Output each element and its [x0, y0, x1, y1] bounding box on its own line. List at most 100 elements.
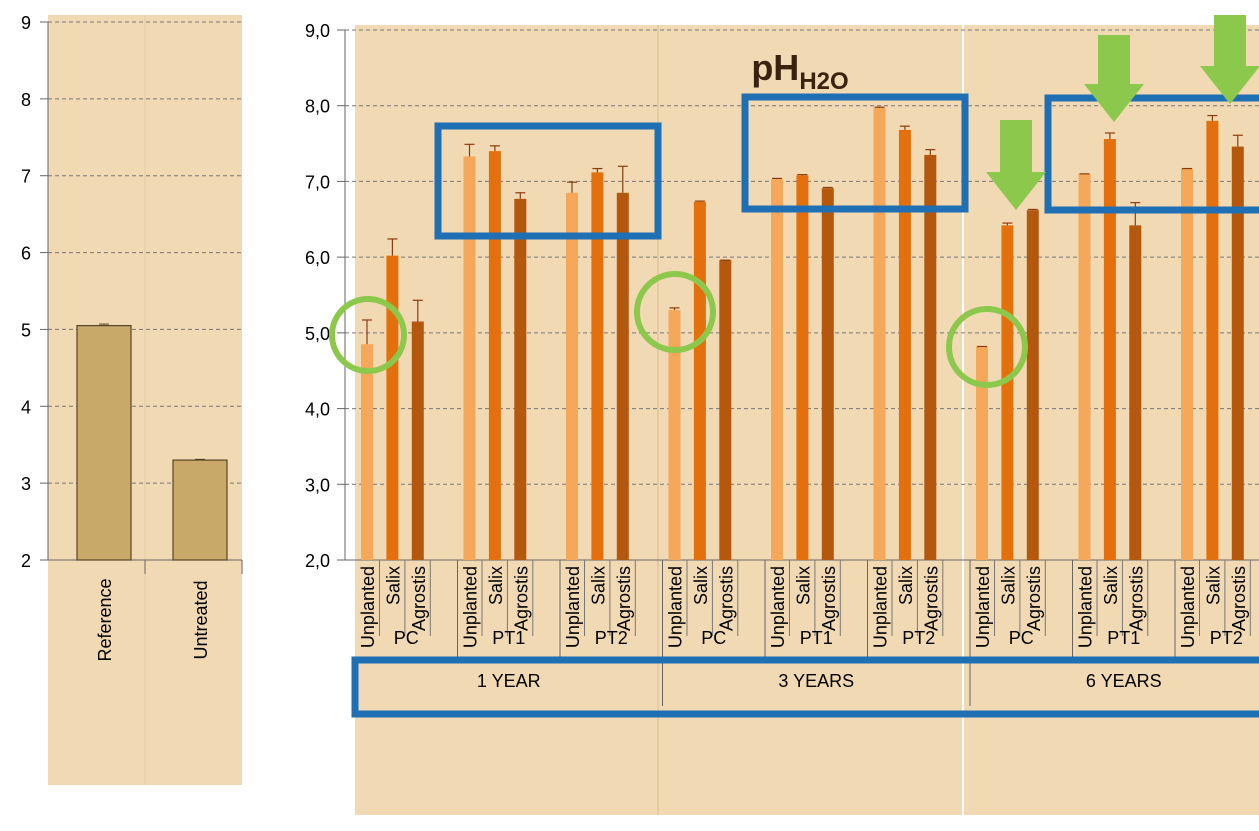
subgroup-label: PT1 [1107, 628, 1140, 648]
chart-title: pHH2O [751, 47, 848, 95]
bar-label: Salix [486, 566, 506, 605]
bar-label: Salix [1203, 566, 1223, 605]
bar [1231, 146, 1244, 560]
bar [1026, 210, 1039, 560]
bar-label: Salix [588, 566, 608, 605]
y-tick-label: 5 [21, 320, 31, 340]
bar-label: Agrostis [1229, 566, 1249, 631]
bar-label: Salix [691, 566, 711, 605]
y-tick-label: 2 [21, 551, 31, 571]
bar-label: Unplanted [871, 566, 891, 648]
subgroup-label: PT2 [595, 628, 628, 648]
bar-label: Unplanted [666, 566, 686, 648]
highlight-box [741, 93, 969, 213]
bar [1206, 120, 1219, 560]
bar-label: Agrostis [921, 566, 941, 631]
bar [924, 154, 937, 560]
chart-title-subscript: H2O [799, 68, 848, 95]
category-label: Untreated [191, 580, 211, 659]
y-tick-label: 6 [21, 244, 31, 264]
down-arrow [1084, 35, 1144, 122]
bar-label: Agrostis [511, 566, 531, 631]
bar-label: Salix [998, 566, 1018, 605]
bar-label: Agrostis [409, 566, 429, 631]
y-tick-label: 9 [21, 13, 31, 33]
group-label: 3 YEARS [778, 671, 854, 691]
y-tick-label: 4,0 [305, 400, 330, 420]
bar-label: Salix [793, 566, 813, 605]
group-label: 6 YEARS [1086, 671, 1162, 691]
bar [873, 107, 886, 560]
bar-label: Agrostis [1126, 566, 1146, 631]
category-label: Reference [95, 578, 115, 661]
bar-label: Unplanted [1178, 566, 1198, 648]
y-tick-label: 6,0 [305, 248, 330, 268]
chart-title-main: pH [751, 47, 799, 88]
bar [719, 260, 732, 560]
subgroup-label: PT1 [800, 628, 833, 648]
bar-label: Unplanted [973, 566, 993, 648]
bar-label: Salix [383, 566, 403, 605]
bar-label: Agrostis [1024, 566, 1044, 631]
bar [488, 151, 501, 560]
bar-label: Agrostis [716, 566, 736, 631]
highlight-box [1044, 94, 1259, 214]
bar-label: Agrostis [614, 566, 634, 631]
y-tick-label: 3,0 [305, 475, 330, 495]
highlight-box [434, 122, 662, 240]
subgroup-label: PC [1009, 628, 1034, 648]
bar-label: Agrostis [819, 566, 839, 631]
bar [771, 179, 783, 560]
subgroup-label: PC [394, 628, 419, 648]
bar-label: Unplanted [768, 566, 788, 648]
bar-label: Salix [896, 566, 916, 605]
bar [566, 192, 578, 561]
y-tick-label: 8,0 [305, 97, 330, 117]
highlight-box [351, 656, 1259, 718]
subgroup-label: PT1 [492, 628, 525, 648]
group-label: 1 YEAR [477, 671, 541, 691]
y-tick-label: 4 [21, 397, 31, 417]
bar-label: Unplanted [461, 566, 481, 648]
subgroup-label: PT2 [902, 628, 935, 648]
bar [411, 321, 424, 560]
y-tick-label: 9,0 [305, 21, 330, 41]
bar-label: Salix [1101, 566, 1121, 605]
bar-label: Unplanted [563, 566, 583, 648]
bar [76, 324, 132, 561]
y-tick-label: 5,0 [305, 324, 330, 344]
y-tick-label: 8 [21, 90, 31, 110]
bar [668, 310, 681, 560]
bar [1129, 225, 1142, 561]
y-tick-label: 7,0 [305, 172, 330, 192]
reference-chart: 2 3 4 5 6 7 8 9 Reference Untreated [21, 13, 243, 785]
bar [1103, 139, 1116, 560]
bar [514, 198, 527, 561]
bar [386, 255, 399, 560]
bar [463, 156, 476, 560]
bar-label: Unplanted [358, 566, 378, 648]
bar [616, 192, 629, 561]
bar [1078, 173, 1091, 560]
subgroup-label: PC [701, 628, 726, 648]
subgroup-label: PT2 [1210, 628, 1243, 648]
bar [1181, 168, 1193, 561]
highlight-circle [946, 306, 1028, 388]
bar [898, 129, 911, 560]
bar [976, 346, 988, 560]
y-tick-label: 3 [21, 474, 31, 494]
bar [361, 344, 373, 560]
bar [693, 201, 706, 560]
bar [172, 459, 228, 561]
bar [796, 175, 809, 560]
highlight-circle [329, 296, 407, 374]
y-tick-label: 7 [21, 167, 31, 187]
bar [1001, 225, 1014, 561]
bar-label: Unplanted [1076, 566, 1096, 648]
highlight-circle [634, 271, 716, 353]
down-arrow [1200, 15, 1259, 104]
bar [591, 172, 604, 561]
